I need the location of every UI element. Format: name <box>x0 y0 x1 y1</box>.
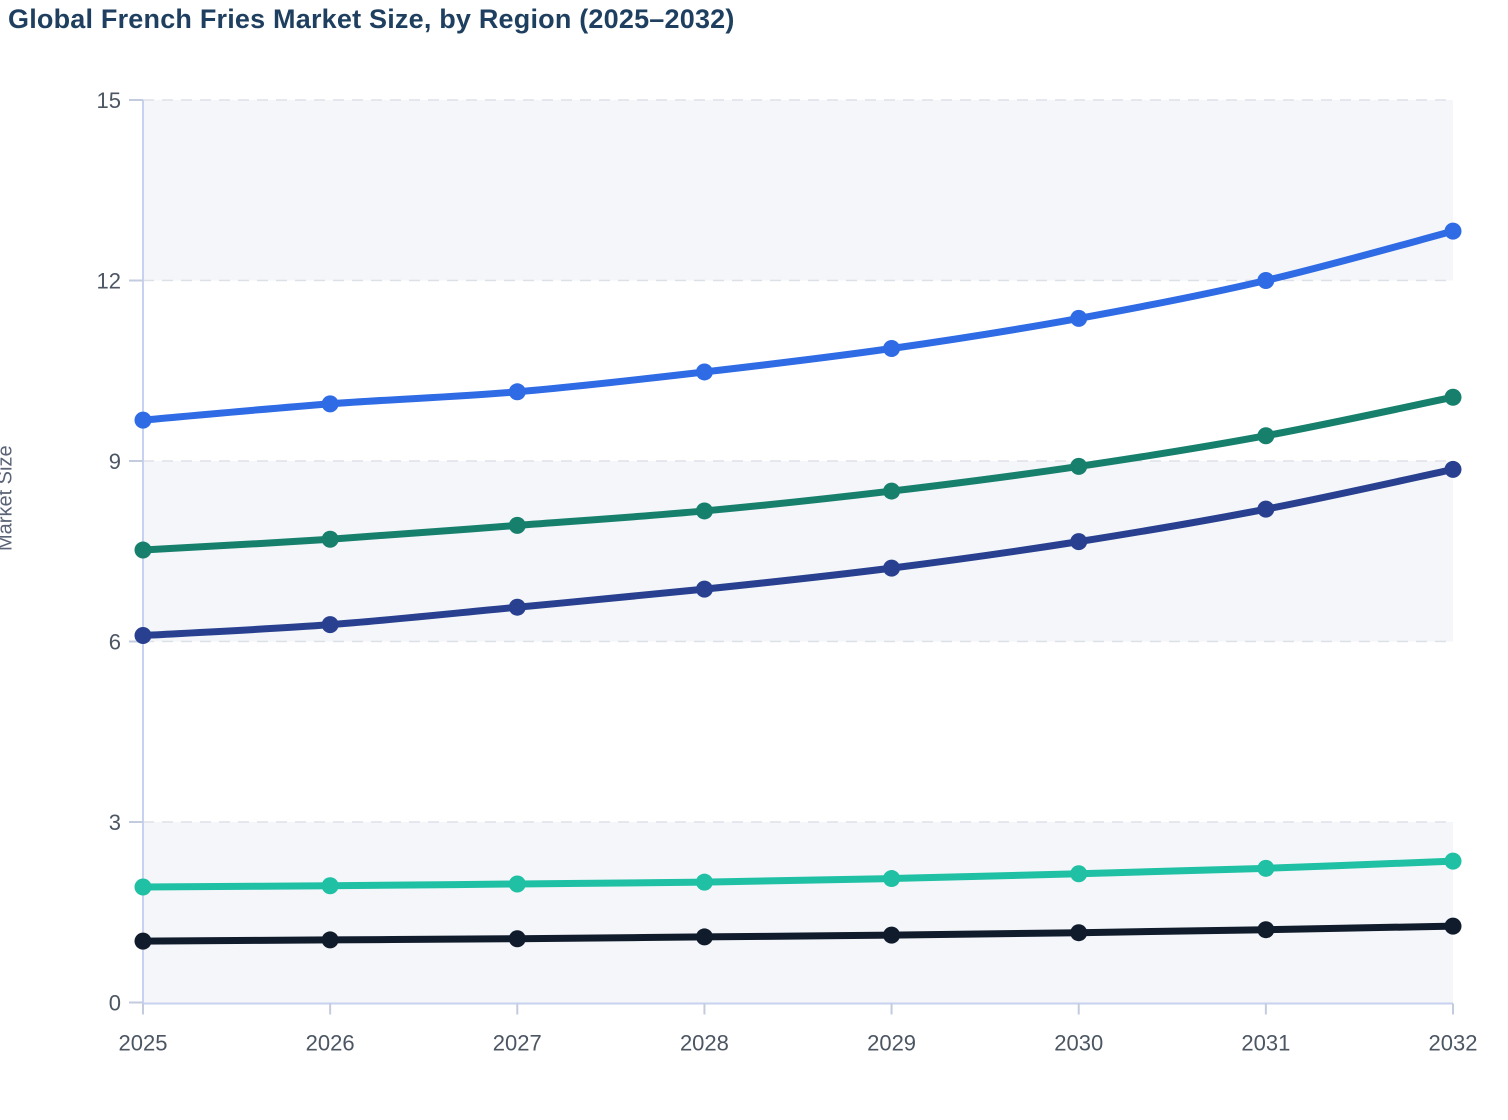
data-point-series-green[interactable] <box>695 502 713 520</box>
data-point-series-navy[interactable] <box>695 580 713 598</box>
data-point-series-green[interactable] <box>883 482 901 500</box>
data-point-series-navy[interactable] <box>1444 460 1462 478</box>
series-line-series-navy[interactable] <box>139 465 1457 639</box>
y-tick-label: 0 <box>109 991 121 1016</box>
data-point-series-black[interactable] <box>321 931 339 949</box>
data-point-series-navy[interactable] <box>508 598 526 616</box>
x-tick-label: 2028 <box>680 1031 729 1056</box>
data-point-series-teal[interactable] <box>1070 865 1088 883</box>
x-tick-label: 2027 <box>493 1031 542 1056</box>
data-point-series-blue[interactable] <box>1257 272 1275 289</box>
data-point-series-black[interactable] <box>695 928 713 946</box>
y-tick-label: 3 <box>109 810 121 835</box>
data-point-series-blue[interactable] <box>321 395 339 413</box>
data-point-series-teal[interactable] <box>883 870 901 888</box>
y-tick-label: 9 <box>109 449 121 474</box>
data-point-series-navy[interactable] <box>134 626 152 644</box>
data-point-series-teal[interactable] <box>134 878 152 896</box>
chart-title: Global French Fries Market Size, by Regi… <box>8 4 735 34</box>
data-point-series-blue[interactable] <box>134 411 152 429</box>
x-tick-label: 2030 <box>1054 1031 1103 1056</box>
data-point-series-black[interactable] <box>1070 924 1088 942</box>
plot-band <box>143 461 1453 642</box>
data-point-series-navy[interactable] <box>1070 533 1088 551</box>
data-point-series-teal[interactable] <box>1257 859 1275 877</box>
x-tick-label: 2026 <box>306 1031 355 1056</box>
y-tick-label: 12 <box>97 269 121 294</box>
data-point-series-black[interactable] <box>508 930 526 948</box>
x-tick-label: 2031 <box>1241 1031 1290 1056</box>
data-point-series-black[interactable] <box>134 932 152 950</box>
plot-band <box>143 100 1453 281</box>
data-point-series-teal[interactable] <box>1444 852 1462 870</box>
data-point-series-blue[interactable] <box>1444 222 1462 240</box>
series-line-series-blue[interactable] <box>139 227 1457 424</box>
data-point-series-green[interactable] <box>1070 457 1088 475</box>
data-point-series-green[interactable] <box>1257 427 1275 445</box>
data-point-series-black[interactable] <box>1444 917 1462 935</box>
data-point-series-navy[interactable] <box>883 559 901 577</box>
data-point-series-blue[interactable] <box>1070 309 1088 327</box>
series-line-series-teal[interactable] <box>139 857 1457 891</box>
data-point-series-teal[interactable] <box>321 877 339 895</box>
data-point-series-green[interactable] <box>508 516 526 534</box>
data-point-series-blue[interactable] <box>883 339 901 357</box>
data-point-series-blue[interactable] <box>508 383 526 401</box>
y-tick-label: 15 <box>97 88 121 113</box>
y-tick-label: 6 <box>109 630 121 655</box>
plot-band <box>143 822 1453 1003</box>
x-tick-label: 2032 <box>1429 1031 1478 1056</box>
data-point-series-green[interactable] <box>134 541 152 559</box>
data-point-series-green[interactable] <box>1444 388 1462 406</box>
data-point-series-navy[interactable] <box>1257 500 1275 518</box>
data-point-series-black[interactable] <box>1257 921 1275 939</box>
x-tick-label: 2025 <box>119 1031 168 1056</box>
data-point-series-teal[interactable] <box>695 873 713 891</box>
x-tick-label: 2029 <box>867 1031 916 1056</box>
data-point-series-blue[interactable] <box>695 363 713 381</box>
data-point-series-green[interactable] <box>321 530 339 548</box>
data-point-series-teal[interactable] <box>508 875 526 893</box>
series-line-series-green[interactable] <box>139 393 1457 554</box>
data-point-series-navy[interactable] <box>321 616 339 634</box>
data-point-series-black[interactable] <box>883 926 901 944</box>
series-line-series-black[interactable] <box>139 922 1457 945</box>
